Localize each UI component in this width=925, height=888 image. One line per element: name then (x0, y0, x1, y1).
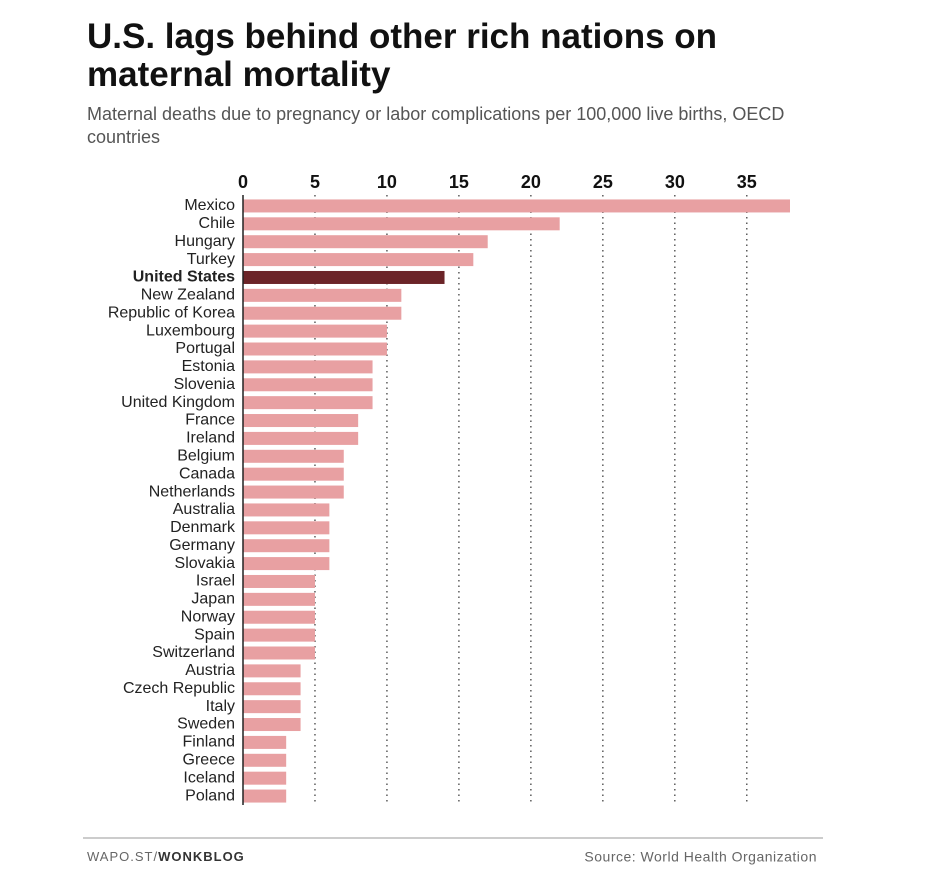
bar (243, 306, 402, 320)
x-tick-label: 20 (521, 172, 541, 192)
bar (243, 342, 387, 356)
bar (243, 539, 330, 553)
bar (243, 682, 301, 696)
y-tick-label: Spain (194, 626, 235, 643)
bar (243, 414, 359, 428)
y-tick-label: Portugal (175, 340, 235, 357)
bar (243, 735, 287, 749)
y-tick-label: Czech Republic (123, 680, 235, 697)
x-tick-label: 0 (238, 172, 248, 192)
bar (243, 378, 373, 392)
y-tick-label: Australia (173, 501, 235, 518)
x-tick-label: 15 (449, 172, 469, 192)
y-tick-label: Chile (199, 215, 236, 232)
y-tick-label: Slovenia (174, 376, 235, 393)
x-tick-label: 5 (310, 172, 320, 192)
bar (243, 700, 301, 714)
y-tick-label: Hungary (175, 233, 235, 250)
y-tick-label: Israel (196, 573, 235, 590)
y-tick-label: Denmark (170, 519, 236, 536)
y-tick-label: France (185, 412, 235, 429)
footer-blog: WONKBLOG (158, 849, 245, 864)
bar (243, 753, 287, 767)
y-tick-label: Poland (185, 787, 235, 804)
chart-title: U.S. lags behind other rich nations on m… (87, 17, 718, 94)
footer-credit: WAPO.ST/WONKBLOG (87, 849, 245, 864)
bar (243, 288, 402, 302)
bar (243, 235, 488, 249)
x-tick-label: 35 (737, 172, 757, 192)
y-tick-label: Luxembourg (146, 322, 235, 339)
bar (243, 557, 330, 571)
y-tick-label: Austria (185, 662, 235, 679)
y-tick-label: United States (133, 269, 235, 286)
bar (243, 521, 330, 535)
y-tick-label: Belgium (177, 448, 235, 465)
bar (243, 217, 560, 231)
y-tick-label: Slovakia (175, 555, 236, 572)
y-tick-label: Mexico (184, 197, 235, 214)
bar (243, 449, 344, 463)
y-tick-label: Japan (191, 591, 235, 608)
bar (243, 592, 315, 606)
y-tick-label: Turkey (187, 251, 235, 268)
x-tick-label: 30 (665, 172, 685, 192)
x-tick-label: 10 (377, 172, 397, 192)
bar (243, 199, 790, 213)
y-tick-label: Germany (169, 537, 235, 554)
y-tick-label: Norway (181, 608, 235, 625)
bar (243, 485, 344, 499)
y-tick-label: Netherlands (149, 483, 235, 500)
x-tick-label: 25 (593, 172, 613, 192)
bar (243, 270, 445, 284)
bar (243, 396, 373, 410)
bar (243, 253, 474, 267)
y-tick-label: Estonia (182, 358, 235, 375)
bar (243, 610, 315, 624)
y-tick-label: Sweden (177, 716, 235, 733)
y-tick-label: Greece (183, 752, 236, 769)
bar (243, 467, 344, 481)
chart-subtitle: Maternal deaths due to pregnancy or labo… (87, 104, 785, 147)
y-tick-label: Canada (179, 465, 235, 482)
bar (243, 789, 287, 803)
bar (243, 574, 315, 588)
bar (243, 503, 330, 517)
y-tick-label: New Zealand (141, 287, 235, 304)
source: Source: World Health Organization (584, 849, 817, 865)
y-tick-label: Switzerland (152, 644, 235, 661)
y-tick-label: Republic of Korea (108, 304, 235, 321)
footer-site: WAPO.ST/ (87, 849, 158, 864)
bar (243, 628, 315, 642)
bar (243, 718, 301, 732)
y-tick-label: Italy (206, 698, 235, 715)
y-tick-label: Finland (183, 734, 235, 751)
bar (243, 646, 315, 660)
bar (243, 431, 359, 445)
y-tick-label: United Kingdom (121, 394, 235, 411)
y-tick-label: Iceland (183, 769, 235, 786)
y-tick-label: Ireland (186, 430, 235, 447)
bar (243, 771, 287, 785)
bar (243, 360, 373, 374)
bar (243, 324, 387, 338)
bar (243, 664, 301, 678)
